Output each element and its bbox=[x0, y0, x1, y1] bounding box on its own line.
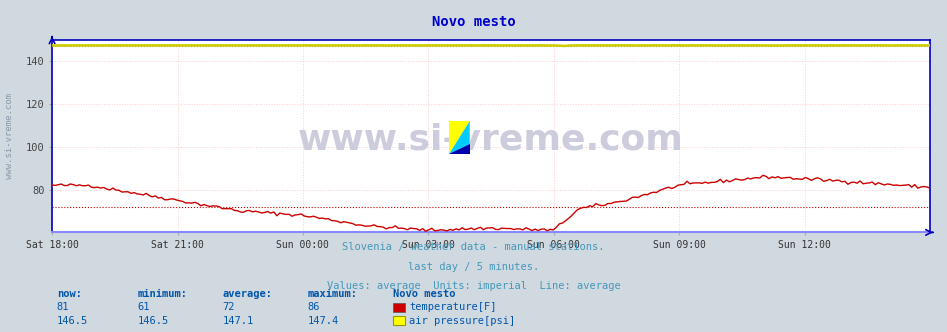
Text: Novo mesto: Novo mesto bbox=[432, 15, 515, 29]
Text: Slovenia / weather data - manual stations.: Slovenia / weather data - manual station… bbox=[342, 242, 605, 252]
Text: maximum:: maximum: bbox=[308, 289, 358, 299]
Polygon shape bbox=[449, 121, 470, 154]
Text: 146.5: 146.5 bbox=[137, 316, 169, 326]
Text: last day / 5 minutes.: last day / 5 minutes. bbox=[408, 262, 539, 272]
Text: 147.1: 147.1 bbox=[223, 316, 254, 326]
Text: www.si-vreme.com: www.si-vreme.com bbox=[298, 123, 684, 157]
Text: 146.5: 146.5 bbox=[57, 316, 88, 326]
Text: 147.4: 147.4 bbox=[308, 316, 339, 326]
Text: 61: 61 bbox=[137, 302, 150, 312]
Text: 81: 81 bbox=[57, 302, 69, 312]
Text: minimum:: minimum: bbox=[137, 289, 188, 299]
Polygon shape bbox=[449, 144, 470, 154]
Text: now:: now: bbox=[57, 289, 81, 299]
Text: 72: 72 bbox=[223, 302, 235, 312]
Text: air pressure[psi]: air pressure[psi] bbox=[409, 316, 515, 326]
Polygon shape bbox=[449, 121, 470, 154]
Text: average:: average: bbox=[223, 289, 273, 299]
Text: www.si-vreme.com: www.si-vreme.com bbox=[5, 93, 14, 179]
Text: 86: 86 bbox=[308, 302, 320, 312]
Text: temperature[F]: temperature[F] bbox=[409, 302, 496, 312]
Text: Values: average  Units: imperial  Line: average: Values: average Units: imperial Line: av… bbox=[327, 281, 620, 290]
Text: Novo mesto: Novo mesto bbox=[393, 289, 456, 299]
